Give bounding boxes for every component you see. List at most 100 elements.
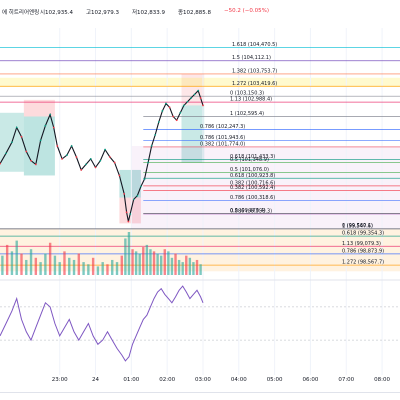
volume-bar-41 xyxy=(177,259,181,275)
volume-bar-21 xyxy=(101,262,104,275)
fib-label-4: 0 (103,150.3) xyxy=(230,91,264,97)
ohlc-header: 에 히트리어엔링 시102,935.4 고102,979.3 저102,833.… xyxy=(0,0,400,24)
volume-bar-23 xyxy=(111,259,114,275)
zone-green-4 xyxy=(181,105,205,163)
fib-label-18: 0.886 (99,958.3) xyxy=(230,208,272,214)
price-point-5 xyxy=(25,150,28,153)
open-value: 시102,935.4 xyxy=(40,10,74,16)
price-point-37 xyxy=(157,121,160,123)
fib-label-0: 1.618 (104,470.5) xyxy=(232,42,277,48)
price-point-48 xyxy=(197,89,200,92)
change-value: −50.2 (−0.05%) xyxy=(224,8,269,14)
volume-bar-42 xyxy=(181,262,184,275)
price-point-16 xyxy=(75,156,78,158)
time-label-5: 04:00 xyxy=(231,377,247,383)
price-point-40 xyxy=(168,106,171,109)
volume-bar-16 xyxy=(77,253,81,275)
price-point-28 xyxy=(127,220,130,223)
low-value: 저102,833.9 xyxy=(132,10,166,16)
axis-border xyxy=(0,392,400,393)
price-point-45 xyxy=(186,100,189,103)
price-point-15 xyxy=(70,145,73,147)
price-point-49 xyxy=(199,97,202,99)
price-point-18 xyxy=(85,163,87,166)
time-label-4: 03:00 xyxy=(195,377,211,383)
volume-bar-40 xyxy=(174,253,177,275)
price-point-44 xyxy=(182,104,185,107)
price-point-13 xyxy=(61,157,63,160)
price-point-46 xyxy=(190,97,192,99)
volume-bar-11 xyxy=(53,255,57,275)
volume-bar-34 xyxy=(152,251,156,275)
volume-bar-10 xyxy=(48,242,52,275)
price-point-1 xyxy=(5,152,7,155)
price-point-6 xyxy=(30,159,32,162)
volume-bar-15 xyxy=(72,259,76,275)
volume-bar-7 xyxy=(34,257,38,275)
price-point-26 xyxy=(123,192,126,195)
volume-bar-20 xyxy=(96,266,100,275)
zone-green-3 xyxy=(119,169,141,198)
oscillator-pane xyxy=(0,279,400,362)
fib-label-2: 1.382 (103,753.7) xyxy=(232,68,277,74)
volume-bar-8 xyxy=(39,262,42,275)
price-point-12 xyxy=(56,145,59,147)
price-point-31 xyxy=(136,194,139,197)
volume-bar-13 xyxy=(63,251,66,275)
price-point-50 xyxy=(202,104,204,107)
price-point-47 xyxy=(193,93,196,96)
volume-bar-37 xyxy=(163,249,166,275)
price-point-43 xyxy=(179,111,182,114)
fib-label-14: 0.382 (100,716.6) xyxy=(230,180,275,186)
volume-bar-14 xyxy=(68,257,71,275)
price-point-22 xyxy=(104,148,106,151)
price-point-9 xyxy=(44,124,47,127)
price-point-3 xyxy=(15,126,18,129)
fib-label-24: 1.272 (98,567.7) xyxy=(342,260,384,266)
volume-bar-29 xyxy=(134,251,138,275)
volume-bar-43 xyxy=(185,255,188,275)
price-point-41 xyxy=(172,115,175,118)
price-point-35 xyxy=(150,145,153,147)
volume-bar-47 xyxy=(199,264,202,275)
symbol-title: 에 히트리어엔링 xyxy=(2,10,40,16)
volume-bar-39 xyxy=(170,257,174,275)
oscillator-line xyxy=(0,285,204,362)
close-value: 종102,885.8 xyxy=(178,10,212,16)
time-label-0: 23:00 xyxy=(52,377,68,383)
volume-bar-17 xyxy=(82,262,85,275)
price-point-27 xyxy=(125,211,128,214)
volume-bar-12 xyxy=(58,262,61,275)
volume-bar-35 xyxy=(156,253,159,275)
volume-bar-0 xyxy=(1,255,4,275)
volume-bar-2 xyxy=(10,251,14,275)
price-point-8 xyxy=(39,139,42,142)
volume-bars xyxy=(1,232,202,275)
price-point-23 xyxy=(108,156,111,158)
volume-bar-31 xyxy=(142,247,145,275)
time-label-2: 01:00 xyxy=(123,377,139,383)
time-label-8: 07:00 xyxy=(338,377,354,383)
fib-label-5: 1.13 (102,988.4) xyxy=(230,97,272,103)
high-value: 고102,979.3 xyxy=(86,10,120,16)
volume-bar-4 xyxy=(20,253,23,275)
volume-bar-25 xyxy=(120,255,123,275)
volume-bar-27 xyxy=(127,232,131,275)
volume-bar-18 xyxy=(87,264,90,275)
fib-label-10: 0.618 (101,433.3) xyxy=(230,154,275,160)
fib-label-19: 0 (99,560.1) xyxy=(342,223,373,229)
fib-label-1: 1.5 (104,112.1) xyxy=(232,55,271,61)
price-point-24 xyxy=(113,161,116,164)
volume-bar-30 xyxy=(138,253,141,275)
fib-label-12: 0.5 (101,076.0) xyxy=(230,167,269,173)
time-label-3: 02:00 xyxy=(159,377,175,383)
volume-bar-6 xyxy=(29,249,33,275)
price-point-17 xyxy=(80,169,83,171)
fib-label-3: 1.272 (103,419.6) xyxy=(232,81,277,87)
zone-red-2 xyxy=(119,197,141,224)
volume-bar-45 xyxy=(192,262,195,275)
zone-yellow xyxy=(0,77,400,87)
price-point-14 xyxy=(65,154,68,157)
volume-bar-44 xyxy=(188,257,192,275)
